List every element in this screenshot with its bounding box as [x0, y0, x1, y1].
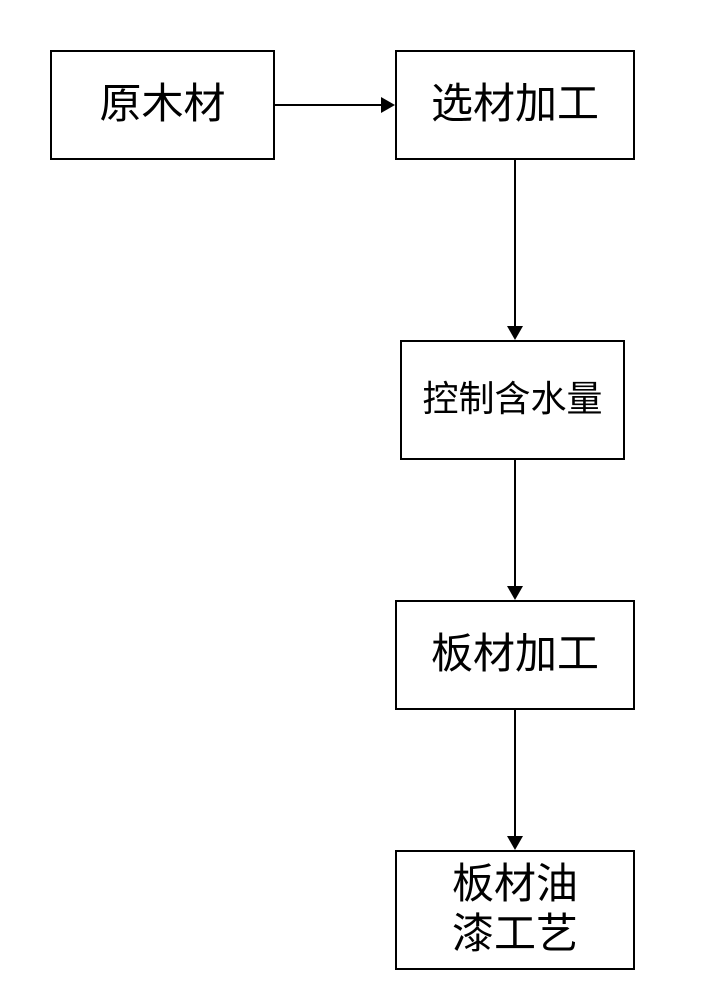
flowchart-node-5: 板材油 漆工艺: [395, 850, 635, 970]
arrow-line-1: [275, 104, 381, 106]
flowchart-node-2: 选材加工: [395, 50, 635, 160]
flowchart-node-1: 原木材: [50, 50, 275, 160]
arrow-head-4: [507, 836, 523, 850]
node-label: 控制含水量: [422, 378, 602, 421]
arrow-head-3: [507, 586, 523, 600]
flowchart-node-4: 板材加工: [395, 600, 635, 710]
node-label: 选材加工: [431, 80, 599, 130]
arrow-line-4: [514, 710, 516, 836]
arrow-head-2: [507, 326, 523, 340]
arrow-head-1: [381, 97, 395, 113]
node-label: 板材加工: [431, 630, 599, 680]
arrow-line-2: [514, 160, 516, 326]
flowchart-node-3: 控制含水量: [400, 340, 625, 460]
arrow-line-3: [514, 460, 516, 586]
node-label: 板材油 漆工艺: [452, 860, 578, 961]
node-label: 原木材: [99, 80, 225, 130]
